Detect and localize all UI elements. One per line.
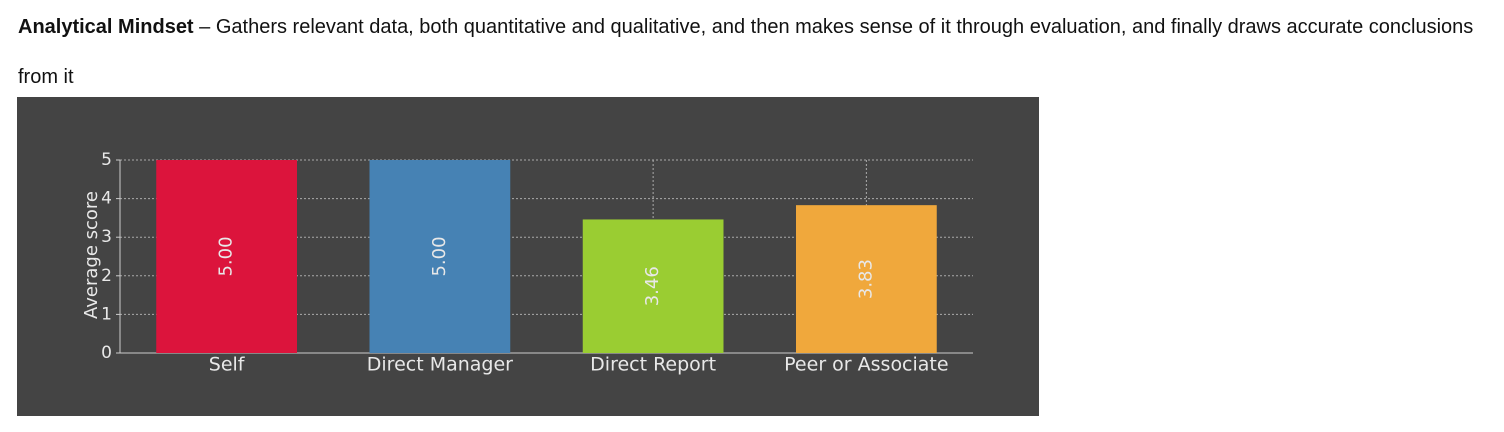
heading-description: – Gathers relevant data, both quantitati… xyxy=(18,16,1474,88)
y-tick-label: 2 xyxy=(101,266,112,286)
bar xyxy=(369,160,511,353)
chart: Average score 0 1 2 3 4 5 Self 5.00 Direct Manag… xyxy=(17,97,1039,416)
x-tick-label: Peer or Associate xyxy=(784,354,948,376)
value-label: 5.00 xyxy=(216,236,237,276)
x-tick-label: Self xyxy=(209,354,246,376)
y-tick-label: 4 xyxy=(101,189,112,209)
bar xyxy=(156,160,297,353)
value-label: 3.83 xyxy=(855,259,876,299)
y-tick-label: 3 xyxy=(101,227,112,247)
y-tick-label: 1 xyxy=(101,304,112,324)
value-label: 3.46 xyxy=(642,266,663,306)
x-tick-label: Direct Manager xyxy=(367,354,513,376)
heading: Analytical Mindset – Gathers relevant da… xyxy=(18,2,1504,102)
x-tick-label: Direct Report xyxy=(590,354,716,376)
y-tick-label: 0 xyxy=(101,343,112,363)
y-axis-label: Average score xyxy=(81,191,102,319)
value-label: 5.00 xyxy=(429,236,450,276)
bar xyxy=(582,219,724,353)
heading-term: Analytical Mindset xyxy=(18,16,194,38)
y-tick-label: 5 xyxy=(101,150,112,170)
bar xyxy=(796,205,937,353)
